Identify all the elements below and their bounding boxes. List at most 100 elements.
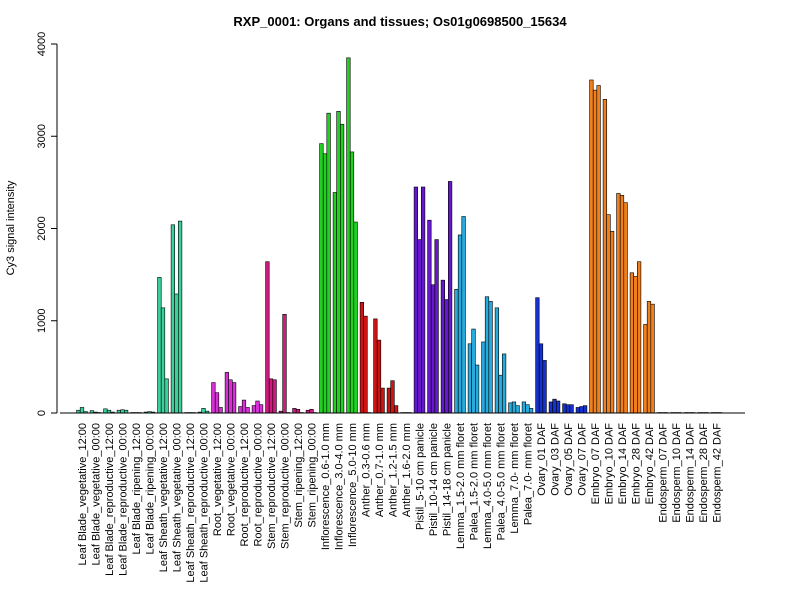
x-category-label: Stem_reproductive_00:00 xyxy=(280,423,292,549)
bar xyxy=(521,401,526,414)
bar xyxy=(629,272,634,414)
y-tick-label: 4000 xyxy=(36,32,48,56)
bar xyxy=(427,219,432,414)
bar xyxy=(535,297,540,414)
bar xyxy=(238,406,243,414)
bar xyxy=(413,186,419,414)
bar xyxy=(565,404,571,414)
x-category-label: Root_vegetative_12:00 xyxy=(212,423,224,536)
bar xyxy=(440,279,446,414)
x-category-label: Pistil_10-14 cm panicle xyxy=(428,423,440,536)
x-category-label: Embryo_28 DAF xyxy=(631,423,643,505)
x-category-label: Inflorescence_5.0-10 mm xyxy=(347,423,359,547)
bar xyxy=(174,293,179,414)
bar xyxy=(228,379,233,414)
bar xyxy=(501,353,507,414)
bar xyxy=(538,343,544,414)
bar xyxy=(623,202,628,414)
x-category-label: Palea_7.0- mm floret xyxy=(523,423,535,525)
x-category-label: Leaf Sheath_vegetative_00:00 xyxy=(172,423,184,572)
bar xyxy=(214,392,220,414)
category-labels: Leaf Blade_vegetative_12:00 Leaf Blade_ve… xyxy=(77,423,724,583)
x-category-label: Palea_4.0-5.0 mm floret xyxy=(496,423,508,540)
x-category-label: Inflorescence_3.0-4.0 mm xyxy=(334,423,346,550)
bar xyxy=(170,224,176,414)
bar xyxy=(417,239,422,414)
x-category-label: Leaf Sheath_reproductive_00:00 xyxy=(199,423,211,583)
y-tick-label: 2000 xyxy=(36,216,48,240)
bar xyxy=(211,382,216,414)
bar xyxy=(515,405,520,414)
bar xyxy=(258,404,264,414)
y-axis: 0 1000 2000 3000 4000 xyxy=(36,32,58,416)
x-category-label: Stem_ripening_00:00 xyxy=(307,423,319,528)
bar xyxy=(444,299,449,414)
bar xyxy=(488,301,493,414)
y-axis-label: Cy3 signal intensity xyxy=(5,180,17,275)
bar xyxy=(633,276,638,414)
bar xyxy=(201,408,206,414)
bar xyxy=(646,301,652,414)
chart-title: RXP_0001: Organs and tissues; Os01g06985… xyxy=(233,14,567,29)
bar xyxy=(319,143,324,414)
bar xyxy=(103,408,108,414)
x-category-label: Leaf Blade_vegetative_12:00 xyxy=(77,423,89,566)
bar xyxy=(268,378,274,414)
x-category-label: Leaf Blade_vegetative_00:00 xyxy=(91,423,103,566)
bar xyxy=(454,289,459,414)
bar xyxy=(224,372,230,414)
x-category-label: Embryo_14 DAF xyxy=(617,423,629,505)
x-category-label: Ovary_03 DAF xyxy=(550,423,562,496)
bar xyxy=(295,409,301,414)
bar xyxy=(339,123,345,414)
x-category-label: Anther_0.3-0.6 mm xyxy=(361,423,373,517)
x-category-label: Leaf Sheath_reproductive_12:00 xyxy=(185,423,197,583)
x-category-label: Embryo_42 DAF xyxy=(644,423,656,505)
bar xyxy=(376,339,382,414)
bar xyxy=(178,220,183,414)
bar xyxy=(616,193,621,414)
x-category-label: Root_vegetative_00:00 xyxy=(226,423,238,536)
bar xyxy=(592,89,598,414)
x-category-label: Anther_1.6-2.0 mm xyxy=(401,423,413,517)
bar xyxy=(349,151,355,414)
bar xyxy=(373,318,378,414)
bar xyxy=(457,234,463,414)
bar xyxy=(245,407,250,414)
x-category-label: Leaf Blade_reproductive_12:00 xyxy=(104,423,116,576)
bar xyxy=(164,378,169,414)
bar xyxy=(353,221,358,414)
x-category-label: Inflorescence_0.6-1.0 mm xyxy=(320,423,332,550)
x-category-label: Endosperm_10 DAF xyxy=(671,423,683,523)
x-category-label: Endosperm_07 DAF xyxy=(658,423,670,523)
bar xyxy=(157,277,162,414)
x-category-label: Leaf Blade_ripening_00:00 xyxy=(145,423,157,555)
x-category-label: Embryo_10 DAF xyxy=(604,423,616,505)
bar xyxy=(525,404,530,414)
x-category-label: Leaf Sheath_vegetative_12:00 xyxy=(158,423,170,572)
bar xyxy=(265,261,270,414)
bar xyxy=(579,406,584,414)
bar xyxy=(552,398,557,414)
bar xyxy=(346,57,351,414)
bar xyxy=(619,194,625,414)
bar xyxy=(251,405,257,414)
bar xyxy=(542,360,547,414)
bar xyxy=(555,400,561,414)
bar xyxy=(218,407,223,414)
bar xyxy=(380,387,385,414)
x-category-label: Embryo_07 DAF xyxy=(590,423,602,505)
bar xyxy=(467,343,473,414)
x-category-label: Pistil_14-18 cm panicle xyxy=(442,423,454,536)
bar xyxy=(322,153,328,414)
bar xyxy=(160,307,166,414)
x-category-label: Stem_ripening_12:00 xyxy=(293,423,305,528)
bar xyxy=(582,405,588,414)
y-tick-label: 1000 xyxy=(36,309,48,333)
x-category-label: Endosperm_42 DAF xyxy=(712,423,724,523)
bar xyxy=(589,79,594,414)
bar xyxy=(498,374,503,414)
bar xyxy=(386,387,392,414)
bar xyxy=(548,401,553,414)
x-category-label: Leaf Blade_ripening_12:00 xyxy=(131,423,143,555)
